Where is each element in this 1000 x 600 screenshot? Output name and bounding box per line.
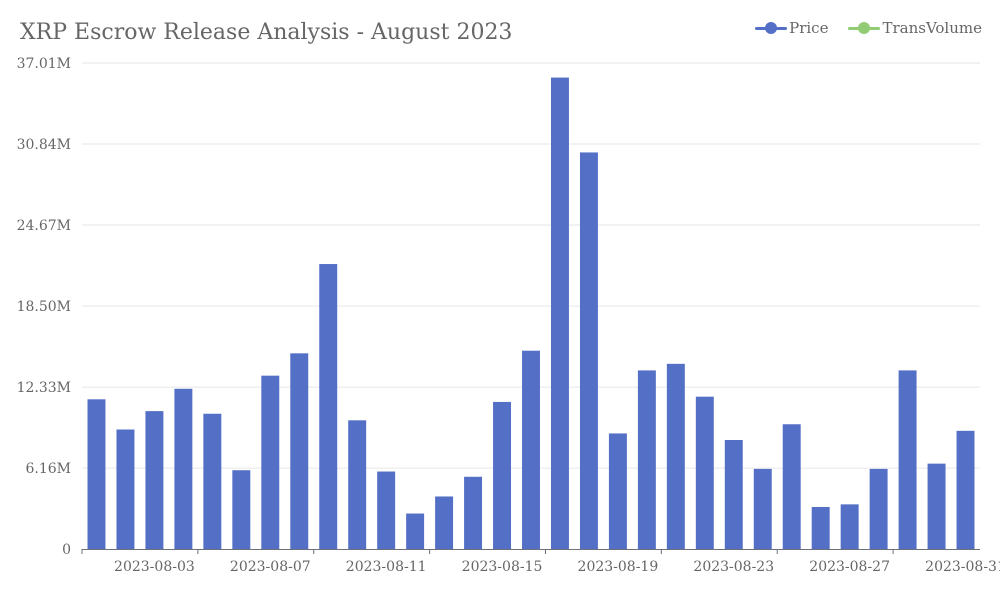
bar — [116, 429, 135, 549]
legend-item-price[interactable]: Price — [755, 19, 828, 37]
x-tick-label: 2023-08-27 — [809, 559, 890, 575]
bar — [406, 513, 425, 549]
bar — [550, 77, 569, 549]
bar — [927, 463, 946, 549]
bar — [174, 388, 193, 549]
axes — [81, 549, 980, 554]
bar — [695, 396, 714, 549]
bar — [435, 496, 454, 549]
x-tick-label: 2023-08-03 — [114, 559, 195, 575]
bar — [666, 363, 685, 549]
bar — [261, 375, 280, 549]
bar — [811, 506, 830, 549]
y-tick-label: 30.84M — [17, 137, 71, 153]
bar — [319, 264, 338, 549]
x-tick-label: 2023-08-11 — [346, 559, 427, 575]
bar — [898, 370, 917, 549]
bar — [522, 350, 540, 549]
bar — [956, 430, 975, 549]
bar — [840, 504, 859, 549]
legend-price-marker-icon — [755, 22, 788, 34]
legend-transvolume-label: TransVolume — [882, 19, 982, 37]
x-tick-label: 2023-08-23 — [693, 559, 774, 575]
legend-item-transvolume[interactable]: TransVolume — [848, 19, 982, 37]
bar — [724, 440, 743, 549]
bar — [493, 401, 512, 549]
y-tick-label: 12.33M — [17, 380, 71, 396]
bar — [869, 468, 888, 549]
bar — [145, 411, 164, 549]
bar — [232, 470, 251, 549]
bar — [464, 476, 483, 549]
x-tick-label: 2023-08-31 — [925, 559, 1000, 575]
bar — [637, 370, 656, 549]
legend-price-label: Price — [789, 19, 829, 37]
bars — [87, 77, 975, 549]
bar — [203, 413, 222, 549]
y-tick-label: 24.67M — [17, 218, 71, 234]
bar — [348, 420, 367, 549]
legend: Price TransVolume — [755, 19, 982, 37]
bar — [579, 152, 598, 549]
bar — [782, 424, 801, 549]
y-tick-label: 37.01M — [17, 56, 71, 72]
bar — [290, 353, 309, 549]
chart-title: XRP Escrow Release Analysis - August 202… — [20, 20, 513, 45]
legend-transvolume-marker-icon — [848, 22, 881, 34]
bar — [87, 399, 106, 549]
bar — [753, 468, 772, 549]
y-tick-label: 18.50M — [17, 299, 71, 315]
bar — [377, 471, 396, 549]
y-tick-label: 6.16M — [25, 461, 71, 477]
x-tick-label: 2023-08-15 — [462, 559, 543, 575]
bar — [608, 433, 627, 549]
x-tick-label: 2023-08-19 — [578, 559, 659, 575]
tick-labels: 0 6.16M 12.33M 18.50M 24.67M 30.84M 37.01M 2023… — [17, 56, 1000, 575]
y-tick-label: 0 — [62, 542, 71, 558]
x-tick-label: 2023-08-07 — [230, 559, 311, 575]
